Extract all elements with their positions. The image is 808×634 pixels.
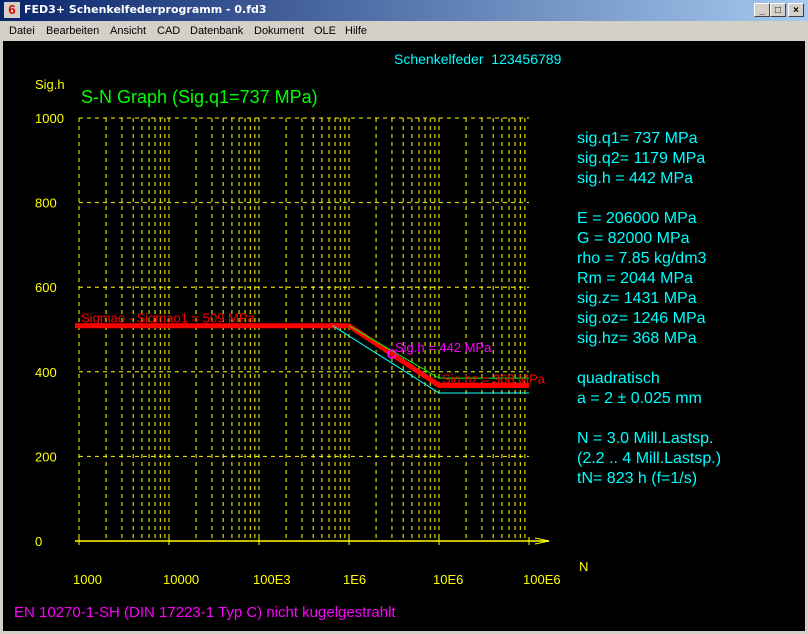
y-tick-label: 200 xyxy=(35,449,57,464)
info-line: sig.h = 442 MPa xyxy=(577,170,694,187)
info-line: a = 2 ± 0.025 mm xyxy=(577,390,702,407)
x-tick-label: 1000 xyxy=(73,572,102,587)
menu-bar: Datei Bearbeiten Ansicht CAD Datenbank D… xyxy=(0,21,808,41)
series-upper-line xyxy=(348,325,529,379)
x-axis-label: N xyxy=(579,559,589,574)
menu-dokument[interactable]: Dokument xyxy=(254,25,305,37)
chart-title: S-N Graph (Sig.q1=737 MPa) xyxy=(81,87,318,107)
sig-h-point xyxy=(387,349,397,359)
menu-datenbank[interactable]: Datenbank xyxy=(190,25,244,37)
series-main-line xyxy=(75,323,529,388)
y-axis-label: Sig.h xyxy=(35,77,65,92)
spring-header: Schenkelfeder 123456789 xyxy=(394,51,562,67)
title-bar: 6 FED3+ Schenkelfederprogramm - 0.fd3 _ … xyxy=(0,0,808,21)
info-line: sig.oz= 1246 MPa xyxy=(577,310,706,327)
info-line: sig.q2= 1179 MPa xyxy=(577,150,706,167)
x-tick-label: 10000 xyxy=(163,572,199,587)
x-axis-arrow xyxy=(534,537,550,545)
material-label: EN 10270-1-SH (DIN 17223-1 Typ C) nicht … xyxy=(14,604,396,621)
info-line: E = 206000 MPa xyxy=(577,210,697,227)
annotation-sigmao: Sigmao - Sigmao1 = 509 MPa xyxy=(81,311,256,326)
series-lower-line xyxy=(332,325,529,394)
y-tick-label: 1000 xyxy=(35,111,64,126)
info-line: quadratisch xyxy=(577,370,660,387)
annotation-sig-hz: Sig.hz = 368 MPa xyxy=(442,371,546,386)
info-panel: sig.q1= 737 MPa sig.q2= 1179 MPa sig.h =… xyxy=(577,129,721,489)
menu-cad[interactable]: CAD xyxy=(157,25,181,37)
info-line: rho = 7.85 kg/dm3 xyxy=(577,250,707,267)
y-tick-label: 400 xyxy=(35,365,57,380)
info-line: sig.z= 1431 MPa xyxy=(577,290,697,307)
x-tick-label: 10E6 xyxy=(433,572,463,587)
menu-ansicht[interactable]: Ansicht xyxy=(110,25,147,37)
x-tick-label: 1E6 xyxy=(343,572,366,587)
y-tick-label: 800 xyxy=(35,196,57,211)
menu-hilfe[interactable]: Hilfe xyxy=(345,25,368,37)
close-button[interactable]: × xyxy=(788,3,804,17)
x-tick-label: 100E3 xyxy=(253,572,291,587)
menu-ole[interactable]: OLE xyxy=(314,25,337,37)
maximize-button[interactable]: □ xyxy=(770,3,786,17)
app-icon[interactable]: 6 xyxy=(4,2,20,18)
y-tick-label: 600 xyxy=(35,280,57,295)
sn-chart: 0 200 400 600 800 1000 1000 10000 100E3 1E6 10E6 10… xyxy=(35,111,561,587)
menu-bearbeiten[interactable]: Bearbeiten xyxy=(46,25,100,37)
info-line: N = 3.0 Mill.Lastsp. xyxy=(577,430,714,447)
annotation-sig-h: Sig.h = 442 MPa xyxy=(395,340,492,355)
info-line: Rm = 2044 MPa xyxy=(577,270,694,287)
info-line: (2.2 .. 4 Mill.Lastsp.) xyxy=(577,450,722,467)
info-line: sig.hz= 368 MPa xyxy=(577,330,697,347)
y-tick-label: 0 xyxy=(35,534,42,549)
graph-canvas: 0 200 400 600 800 1000 1000 10000 100E3 1E6 10E6 10… xyxy=(3,41,805,631)
x-tick-label: 100E6 xyxy=(523,572,561,587)
info-line: G = 82000 MPa xyxy=(577,230,690,247)
info-line: tN= 823 h (f=1/s) xyxy=(577,470,698,487)
menu-datei[interactable]: Datei xyxy=(9,25,35,37)
minimize-button[interactable]: _ xyxy=(754,3,770,17)
info-line: sig.q1= 737 MPa xyxy=(577,130,698,147)
window-title: FED3+ Schenkelfederprogramm - 0.fd3 xyxy=(24,3,267,16)
